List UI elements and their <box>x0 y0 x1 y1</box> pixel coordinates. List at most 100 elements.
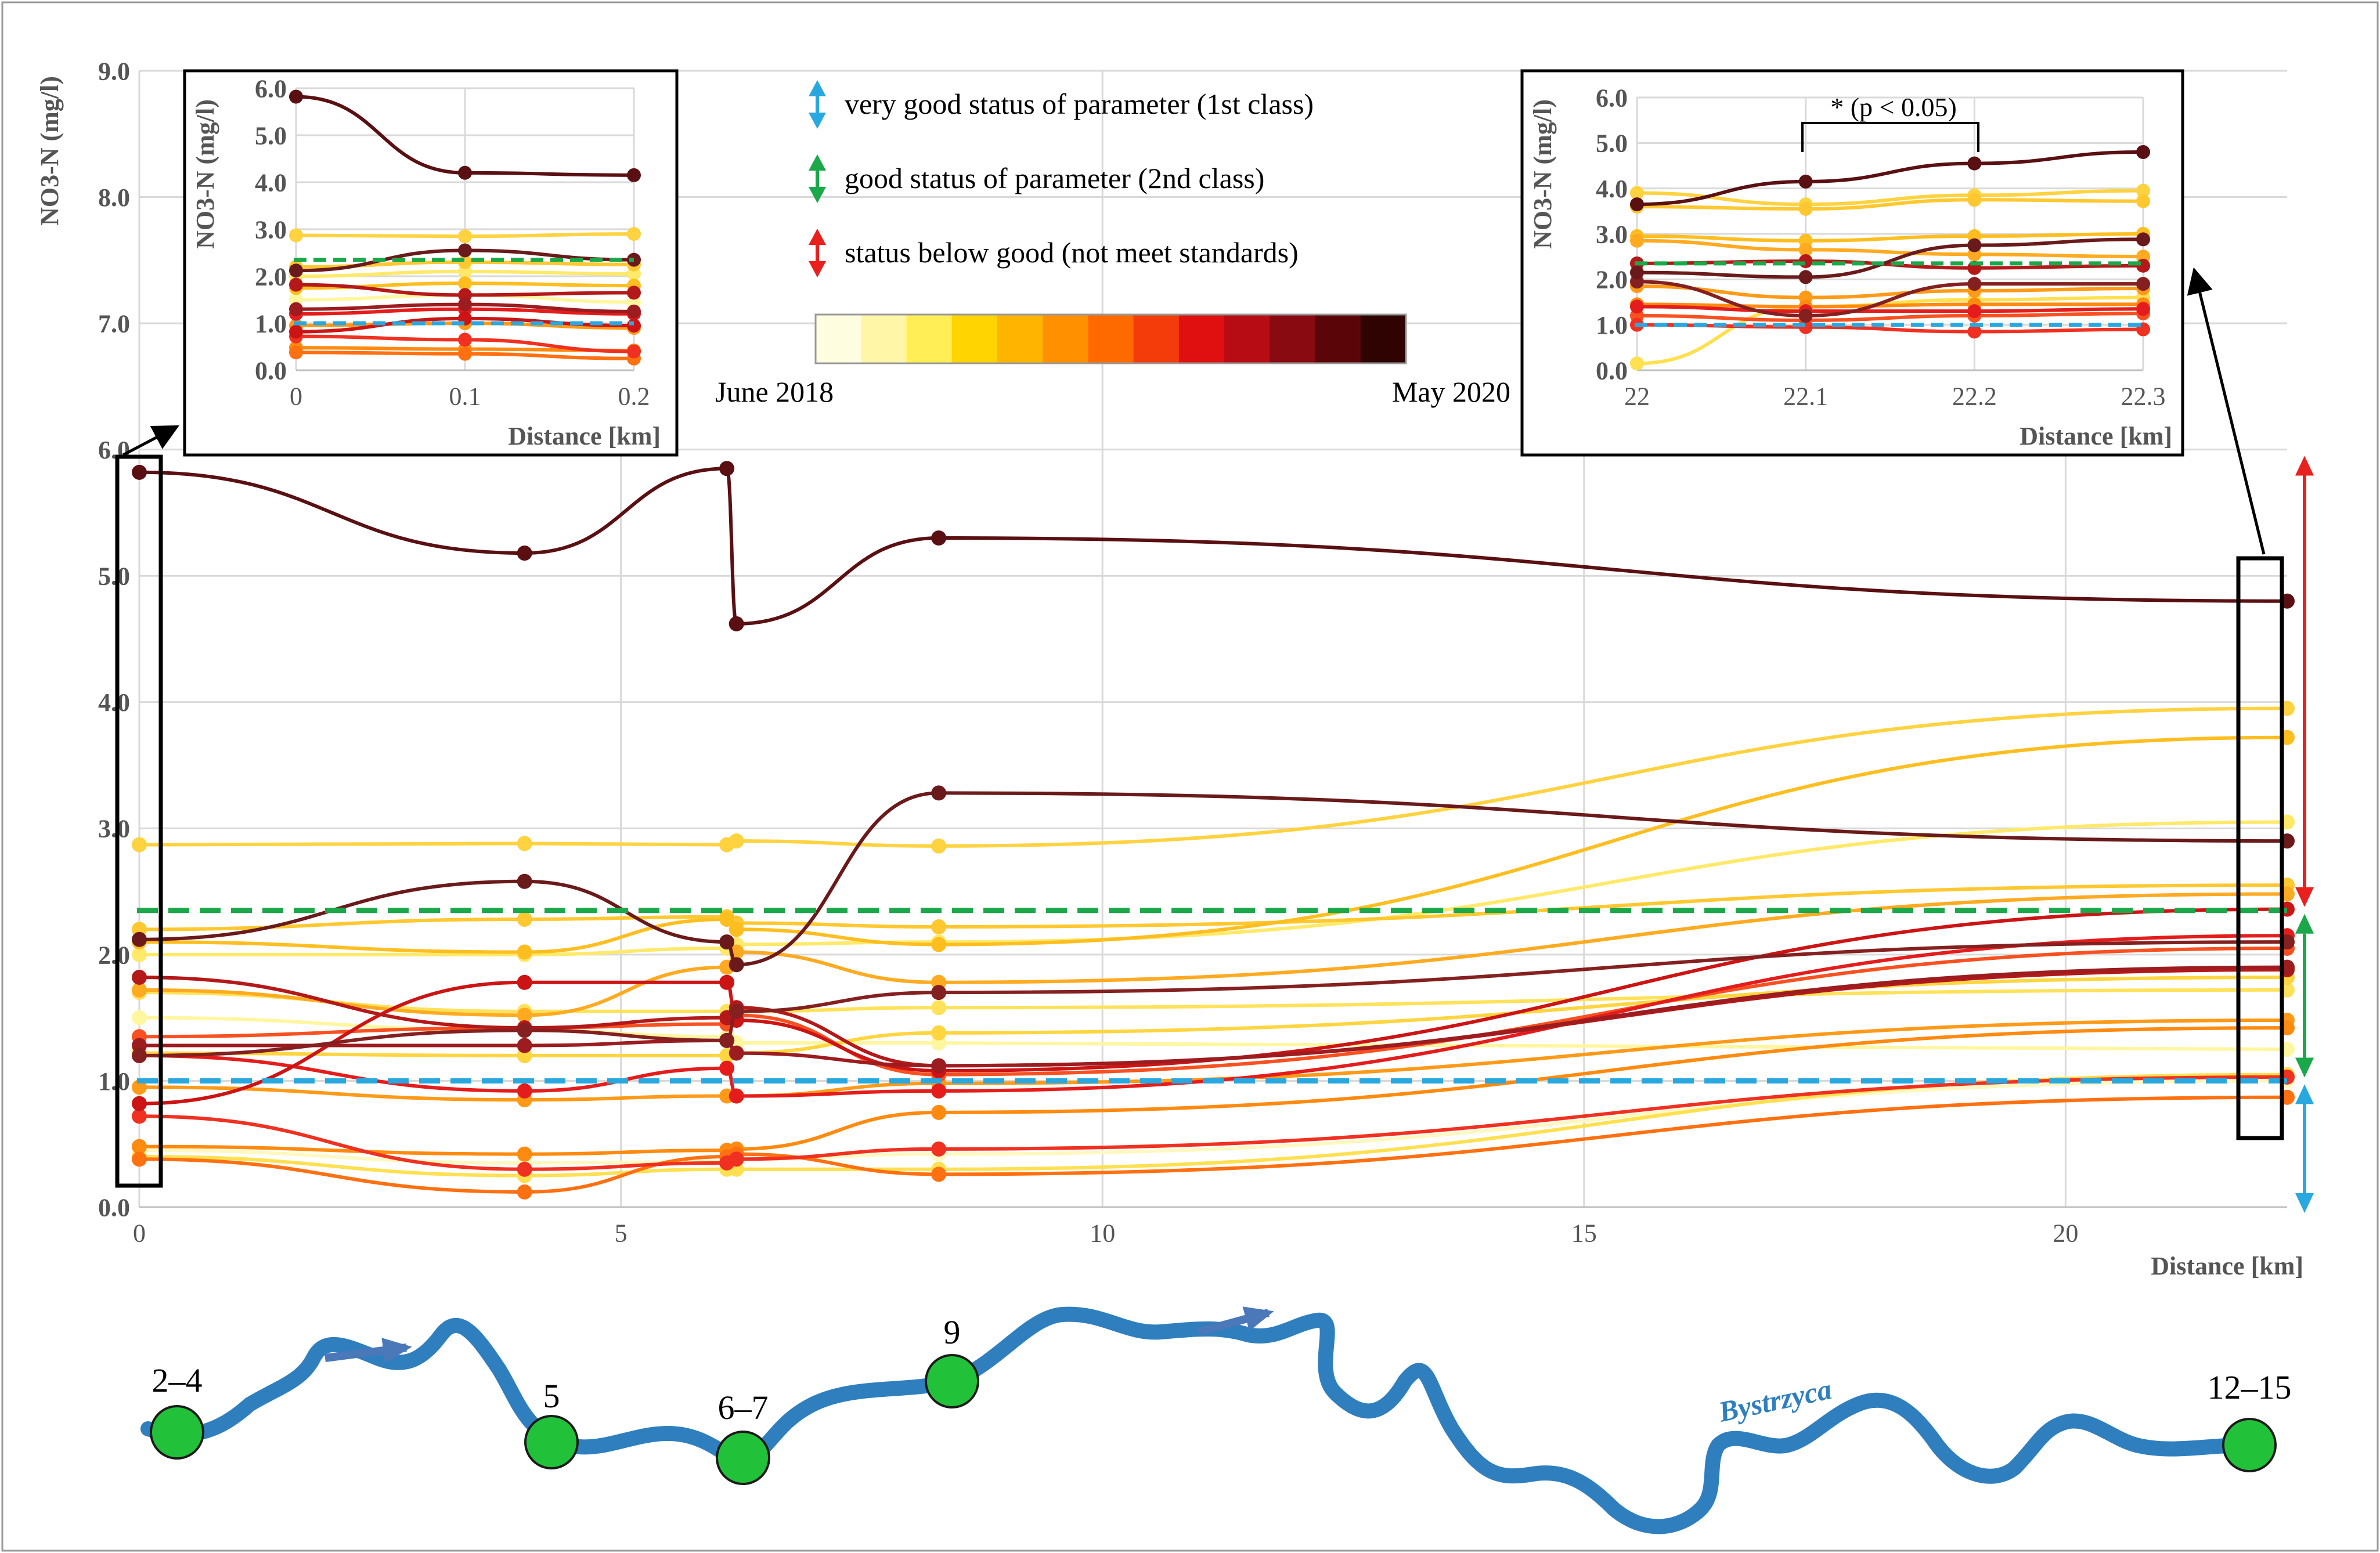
site-marker <box>925 1354 979 1408</box>
data-point <box>517 836 532 851</box>
data-point <box>289 277 303 292</box>
data-point <box>2136 258 2150 273</box>
inset-end-x-axis-label: Distance [km] <box>2020 422 2172 450</box>
data-point <box>931 530 947 546</box>
gradient-step <box>951 315 998 363</box>
site-label: 12–15 <box>2208 1368 2292 1406</box>
data-point <box>517 873 532 889</box>
data-point <box>1967 277 1982 291</box>
y-tick-label: 6.0 <box>255 74 287 103</box>
series-line <box>1636 150 2144 207</box>
data-point <box>1630 299 1644 314</box>
data-point <box>1967 193 1982 207</box>
data-point <box>517 1161 532 1177</box>
data-point <box>517 1083 532 1099</box>
series-line <box>139 940 2288 1057</box>
x-tick-label: 22.2 <box>1952 382 1997 410</box>
data-point <box>132 837 147 853</box>
data-point <box>289 324 303 339</box>
gradient-step <box>1178 315 1225 363</box>
data-point <box>2136 277 2150 291</box>
data-point <box>132 1096 147 1111</box>
site-label: 5 <box>543 1377 560 1415</box>
data-point <box>517 1038 532 1053</box>
data-point <box>458 276 472 291</box>
x-tick-label: 15 <box>1571 1219 1597 1247</box>
data-point <box>729 922 744 937</box>
data-point <box>132 1108 147 1124</box>
data-point <box>458 243 472 258</box>
series-line <box>1636 232 2144 243</box>
series-line <box>139 907 2288 1106</box>
data-point <box>931 1141 947 1157</box>
series-line <box>1636 280 2143 318</box>
gradient-step <box>1224 315 1271 363</box>
data-point <box>1630 197 1644 212</box>
data-point <box>729 833 744 849</box>
main-x-axis-label: Distance [km] <box>2151 1252 2303 1280</box>
y-tick-label: 2.0 <box>98 941 130 969</box>
y-tick-label: 4.0 <box>255 168 287 197</box>
data-point <box>627 286 641 300</box>
inset-end-axes: 0.0 1.0 2.0 3.0 4.0 5.0 6.0 22 22.1 22.2 22.3 <box>1596 84 2166 410</box>
gradient-step <box>1133 315 1180 363</box>
x-tick-label: 0 <box>290 382 302 410</box>
good-range-arrow <box>2295 913 2314 1078</box>
data-point <box>458 333 472 347</box>
gradient-step <box>816 315 862 363</box>
arrow-head-up <box>2295 913 2314 934</box>
arrow-head-down <box>809 261 826 277</box>
data-point <box>627 168 641 182</box>
arrow-head-down <box>2295 1057 2314 1078</box>
site-marker <box>150 1405 204 1460</box>
gradient-end-label: May 2020 <box>1392 375 1510 408</box>
series-line <box>1636 198 2144 211</box>
zoom-pointer-end <box>2187 267 2266 555</box>
data-point <box>517 1146 532 1162</box>
data-point <box>517 1023 532 1038</box>
data-point <box>1798 254 1813 268</box>
legend-below-good-arrow <box>809 229 826 277</box>
data-point <box>132 947 147 962</box>
data-point <box>719 1060 735 1076</box>
data-point <box>458 229 472 244</box>
inset-start-axes: 0.0 1.0 2.0 3.0 4.0 5.0 6.0 0 0.1 0.2 <box>255 74 650 410</box>
series-line <box>139 883 2288 931</box>
legend: very good status of parameter (1st class… <box>715 80 1510 408</box>
gradient-step <box>906 315 953 363</box>
data-point <box>729 1045 744 1061</box>
series-line <box>1636 284 2144 299</box>
data-point <box>931 1058 947 1074</box>
site-marker <box>524 1415 579 1469</box>
y-tick-label: 4.0 <box>98 688 130 717</box>
y-tick-label: 7.0 <box>98 310 130 338</box>
data-point <box>132 1010 147 1025</box>
x-tick-label: 22.1 <box>1783 382 1828 410</box>
flow-arrow-head <box>1242 1306 1274 1331</box>
x-tick-label: 0.1 <box>449 382 481 410</box>
y-tick-label: 9.0 <box>98 57 130 85</box>
data-point <box>517 911 532 927</box>
data-point <box>517 944 532 960</box>
data-point <box>132 1048 147 1063</box>
data-point <box>719 911 735 927</box>
gradient-step <box>1270 315 1316 363</box>
x-tick-label: 22 <box>1624 382 1650 410</box>
data-point <box>931 919 947 935</box>
x-tick-label: 0.2 <box>618 382 650 410</box>
y-tick-label: 5.0 <box>1596 129 1628 158</box>
data-point <box>1967 304 1982 319</box>
data-point <box>289 302 303 316</box>
series-line <box>139 1026 2288 1156</box>
series-line <box>139 735 2288 954</box>
data-point <box>458 346 472 361</box>
data-point <box>1630 186 1644 200</box>
data-point <box>1798 201 1813 216</box>
legend-below-good-text: status below good (not meet standards) <box>845 236 1299 269</box>
x-tick-label: 22.3 <box>2121 382 2166 410</box>
gradient-step <box>861 315 907 363</box>
data-point <box>1798 174 1813 189</box>
data-point <box>289 228 303 243</box>
data-point <box>931 1000 947 1016</box>
data-point <box>517 1184 532 1200</box>
